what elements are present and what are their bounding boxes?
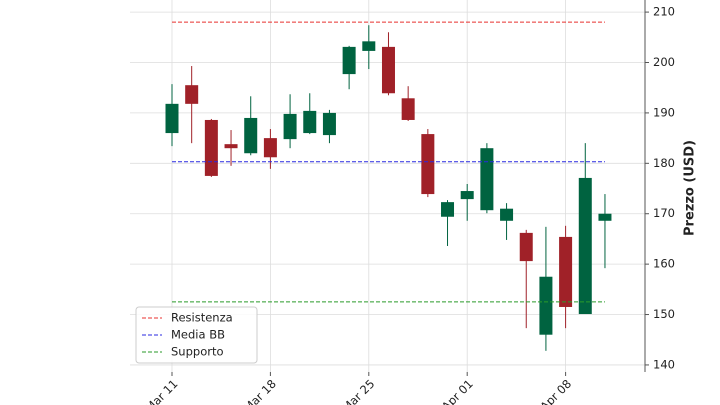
candle-body xyxy=(598,213,612,221)
candle-body xyxy=(165,103,179,134)
y-tick-label: 210 xyxy=(653,5,675,19)
y-tick-label: 140 xyxy=(653,357,675,371)
legend-label: Supporto xyxy=(171,345,224,359)
candle-body xyxy=(224,144,238,149)
x-tick-label: Mar 11 xyxy=(142,377,180,405)
y-tick-label: 160 xyxy=(653,257,675,271)
y-axis-label: Prezzo (USD) xyxy=(683,140,698,236)
y-tick-label: 170 xyxy=(653,206,675,220)
x-tick-label: Apr 01 xyxy=(439,377,476,405)
candle-body xyxy=(381,46,395,94)
y-tick-label: 150 xyxy=(653,307,675,321)
candle-body xyxy=(322,112,336,136)
y-tick-label: 180 xyxy=(653,156,675,170)
candle-body xyxy=(283,113,297,140)
x-tick-label: Apr 08 xyxy=(537,377,574,405)
candle-body xyxy=(185,85,199,104)
candle-body xyxy=(460,191,474,200)
y-tick-label: 200 xyxy=(653,55,675,69)
legend-label: Resistenza xyxy=(171,311,233,325)
candle-body xyxy=(441,202,455,217)
y-tick-label: 190 xyxy=(653,105,675,119)
candle-body xyxy=(500,208,514,221)
candle-body xyxy=(539,276,553,335)
candle-body xyxy=(263,138,277,158)
candle-body xyxy=(421,134,435,195)
candle-body xyxy=(303,110,317,134)
candle-body xyxy=(362,41,376,51)
x-tick-label: Mar 25 xyxy=(339,377,377,405)
candle-body xyxy=(578,177,592,315)
candle-body xyxy=(559,236,573,307)
x-tick-label: Mar 18 xyxy=(241,377,279,405)
candle-body xyxy=(204,119,218,176)
candle-body xyxy=(401,98,415,120)
candle-body xyxy=(480,148,494,211)
candle-body xyxy=(519,232,533,262)
legend-box xyxy=(135,306,258,364)
legend-label: Media BB xyxy=(171,328,225,342)
candle-body xyxy=(244,117,258,154)
candle-body xyxy=(342,46,356,75)
